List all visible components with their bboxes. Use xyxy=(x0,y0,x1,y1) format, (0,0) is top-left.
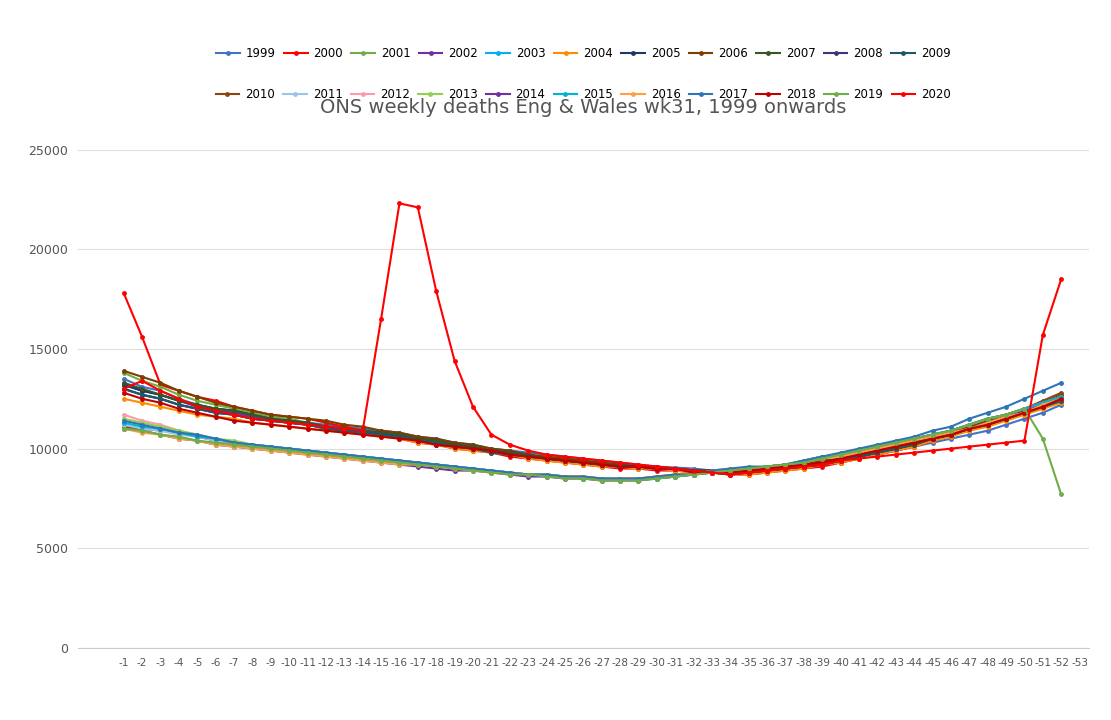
Title: ONS weekly deaths Eng & Wales wk31, 1999 onwards: ONS weekly deaths Eng & Wales wk31, 1999… xyxy=(320,98,847,117)
Legend: 2010, 2011, 2012, 2013, 2014, 2015, 2016, 2017, 2018, 2019, 2020: 2010, 2011, 2012, 2013, 2014, 2015, 2016… xyxy=(211,84,955,106)
